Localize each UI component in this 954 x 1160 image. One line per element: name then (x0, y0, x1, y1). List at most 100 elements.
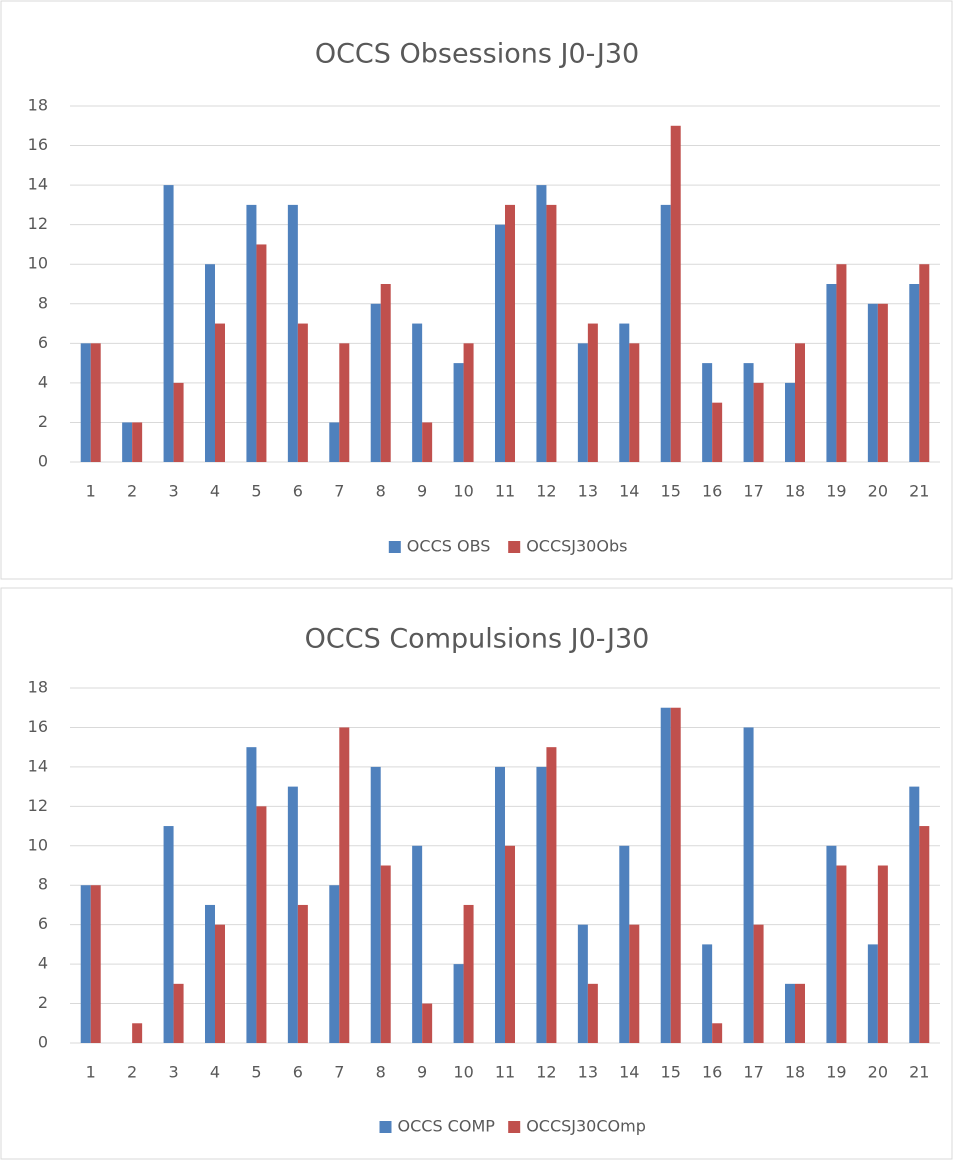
y-tick-label: 6 (38, 914, 48, 933)
x-tick-label: 10 (453, 482, 473, 501)
bar (422, 1003, 433, 1043)
y-tick-label: 12 (28, 214, 48, 233)
bar (297, 904, 308, 1043)
x-tick-label: 13 (578, 482, 598, 501)
x-tick-label: 12 (536, 482, 556, 501)
bar (670, 707, 681, 1043)
y-tick-label: 6 (38, 333, 48, 352)
bar (256, 244, 267, 462)
bar (463, 343, 474, 462)
bar (173, 983, 184, 1043)
x-tick-label: 5 (251, 482, 261, 501)
x-tick-label: 18 (785, 482, 805, 501)
x-tick-label: 10 (453, 1063, 473, 1082)
bar (826, 845, 837, 1043)
bar (122, 422, 133, 462)
bar (619, 323, 630, 462)
bar (587, 983, 598, 1043)
bar (370, 303, 381, 462)
x-tick-label: 14 (619, 1063, 639, 1082)
bar (80, 885, 91, 1043)
bar (546, 204, 557, 462)
x-tick-label: 4 (210, 482, 220, 501)
x-tick-label: 3 (168, 1063, 178, 1082)
x-tick-label: 2 (127, 482, 137, 501)
y-tick-label: 0 (38, 1033, 48, 1052)
bar (712, 402, 723, 462)
bar (205, 904, 215, 1043)
chart-frame (0, 0, 953, 580)
x-tick-label: 16 (702, 1063, 722, 1082)
legend-swatch (508, 1121, 521, 1133)
bar (205, 264, 215, 462)
bar (753, 382, 764, 462)
bar (785, 382, 795, 462)
x-tick-label: 13 (578, 1063, 598, 1082)
y-tick-label: 16 (28, 135, 48, 154)
legend-swatch (379, 1121, 392, 1133)
bar (577, 343, 588, 462)
bar (670, 125, 681, 463)
x-tick-label: 9 (417, 1063, 427, 1082)
bar (505, 204, 515, 462)
x-tick-label: 12 (536, 1063, 556, 1082)
bar (453, 363, 464, 462)
legend-label: OCCS COMP (398, 1117, 496, 1136)
bar (536, 766, 547, 1043)
y-tick-label: 16 (28, 717, 48, 736)
bar (163, 185, 174, 462)
x-tick-label: 8 (376, 1063, 386, 1082)
y-tick-label: 4 (38, 954, 48, 973)
bar (867, 944, 878, 1043)
y-tick-label: 14 (28, 175, 48, 194)
bar (370, 766, 381, 1043)
chart-title: OCCS Obsessions J0-J30 (315, 39, 639, 70)
bar (836, 865, 847, 1043)
x-tick-label: 9 (417, 482, 427, 501)
y-tick-label: 18 (28, 96, 48, 115)
bar (867, 303, 878, 462)
bar (329, 885, 340, 1043)
y-tick-label: 18 (28, 678, 48, 697)
x-tick-label: 15 (661, 482, 681, 501)
y-tick-label: 8 (38, 875, 48, 894)
chart-title: OCCS Compulsions J0-J30 (305, 624, 650, 655)
x-tick-label: 18 (785, 1063, 805, 1082)
legend-swatch (508, 541, 521, 553)
bar (546, 747, 557, 1043)
bar (215, 924, 225, 1043)
bar (297, 323, 308, 462)
bar (577, 924, 588, 1043)
bar (505, 845, 515, 1043)
x-tick-label: 20 (868, 1063, 888, 1082)
x-tick-label: 6 (293, 1063, 303, 1082)
bar (495, 224, 505, 462)
bar (702, 363, 713, 462)
bar (919, 264, 930, 462)
bar (256, 806, 267, 1043)
bar (629, 924, 640, 1043)
x-tick-label: 11 (495, 1063, 515, 1082)
bar (495, 766, 505, 1043)
bar (339, 343, 350, 462)
y-tick-label: 10 (28, 835, 48, 854)
x-tick-label: 1 (86, 482, 96, 501)
x-tick-label: 8 (376, 482, 386, 501)
x-tick-label: 16 (702, 482, 722, 501)
bar (587, 323, 598, 462)
y-tick-label: 14 (28, 756, 48, 775)
bar (380, 284, 391, 462)
x-tick-label: 11 (495, 482, 515, 501)
bar (246, 204, 257, 462)
bar (246, 747, 257, 1043)
x-tick-label: 4 (210, 1063, 220, 1082)
bar (463, 904, 474, 1043)
bar (877, 303, 888, 462)
legend-label: OCCS OBS (407, 537, 491, 556)
y-tick-label: 0 (38, 452, 48, 471)
bar (795, 343, 805, 462)
x-tick-label: 15 (661, 1063, 681, 1082)
bar (90, 343, 101, 462)
y-tick-label: 10 (28, 254, 48, 273)
